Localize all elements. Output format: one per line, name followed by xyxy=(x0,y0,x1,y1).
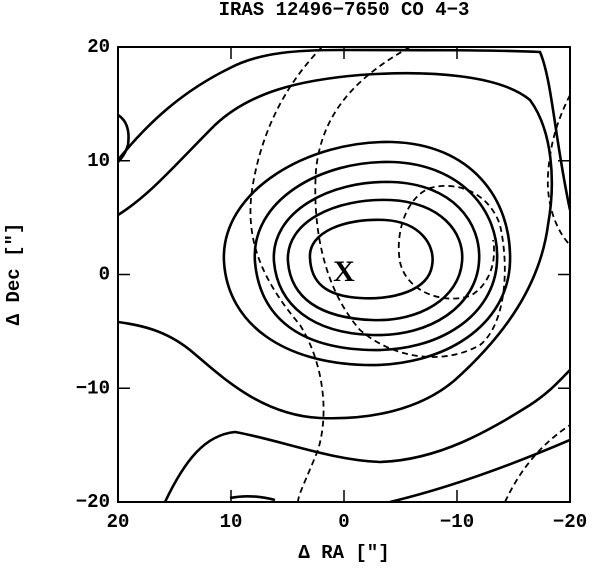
contour-line xyxy=(118,113,130,163)
contour-line xyxy=(308,218,434,300)
y-tick-label: 10 xyxy=(87,150,110,172)
contour-line xyxy=(229,494,276,502)
contour-line-dashed xyxy=(314,47,506,358)
contour-line xyxy=(163,369,570,502)
x-tick-label: 10 xyxy=(220,511,243,533)
y-tick-label: 20 xyxy=(87,36,110,58)
x-axis-label: Δ RA [″] xyxy=(298,542,389,564)
contour-line-dashed xyxy=(546,94,570,246)
y-tick-label: −10 xyxy=(76,377,110,399)
y-axis-label: Δ Dec [″] xyxy=(3,223,25,326)
x-tick-label: 20 xyxy=(107,511,130,533)
y-tick-label: 0 xyxy=(99,264,110,286)
chart-title: IRAS 12496−7650 CO 4−3 xyxy=(219,0,470,21)
x-tick-label: 0 xyxy=(338,511,349,533)
contour-line-dashed xyxy=(504,424,570,502)
x-tick-label: −10 xyxy=(440,511,474,533)
contour-line xyxy=(222,140,512,367)
contour-line xyxy=(389,438,570,502)
contour-line xyxy=(272,180,481,337)
annotation: X xyxy=(333,255,355,288)
contours xyxy=(118,47,570,502)
contour-line-dashed xyxy=(249,47,325,502)
contour-line xyxy=(118,48,570,211)
contour-line xyxy=(253,160,499,352)
contour-line xyxy=(286,198,464,322)
contour-line xyxy=(118,71,554,420)
x-tick-label: −20 xyxy=(553,511,587,533)
y-tick-label: −20 xyxy=(76,491,110,513)
